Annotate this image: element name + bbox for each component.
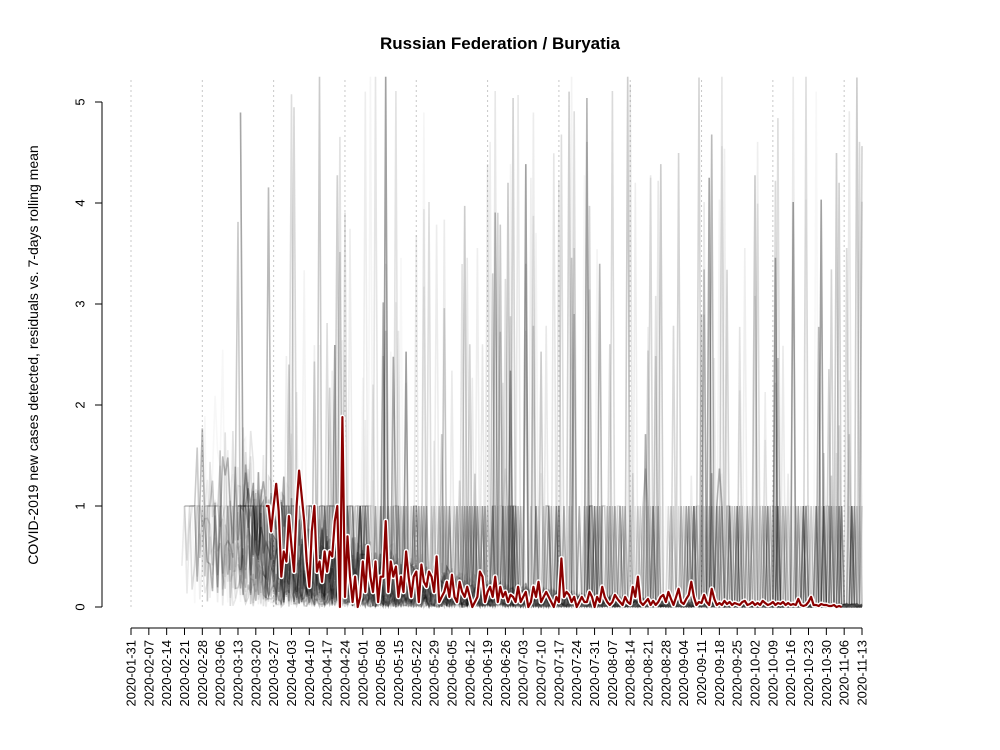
x-tick-label: 2020-11-06 — [837, 640, 852, 706]
x-tick-label: 2020-10-09 — [765, 640, 780, 707]
background-series-line — [272, 90, 863, 609]
x-tick-label: 2020-02-14 — [159, 640, 174, 707]
x-tick-label: 2020-10-23 — [801, 640, 816, 707]
x-tick-label: 2020-07-31 — [587, 640, 602, 707]
x-tick-label: 2020-05-22 — [409, 640, 424, 707]
background-series-line — [271, 76, 862, 610]
y-tick-label: 4 — [73, 199, 88, 206]
x-tick-label: 2020-04-17 — [320, 640, 335, 707]
x-tick-label: 2020-03-06 — [213, 640, 228, 707]
x-tick-label: 2020-02-21 — [177, 640, 192, 707]
highlight-series — [266, 414, 843, 610]
x-tick-label: 2020-07-03 — [516, 640, 531, 707]
x-tick-label: 2020-08-07 — [605, 640, 620, 707]
chart-title: Russian Federation / Buryatia — [380, 34, 620, 53]
x-tick-label: 2020-10-02 — [748, 640, 763, 707]
x-tick-label: 2020-05-15 — [391, 640, 406, 707]
x-tick-label: 2020-04-03 — [284, 640, 299, 707]
x-tick-label: 2020-05-08 — [373, 640, 388, 707]
x-tick-label: 2020-02-28 — [195, 640, 210, 707]
background-series-lines — [181, 76, 863, 611]
y-tick-label: 5 — [73, 98, 88, 105]
x-tick-label: 2020-11-13 — [855, 640, 870, 706]
x-tick-label: 2020-05-01 — [355, 640, 370, 707]
y-tick-label: 0 — [73, 603, 88, 610]
background-series-line — [271, 76, 862, 610]
x-tick-label: 2020-03-13 — [230, 640, 245, 707]
x-tick-label: 2020-06-05 — [444, 640, 459, 707]
x-tick-label: 2020-07-10 — [534, 640, 549, 707]
x-tick-label: 2020-04-24 — [337, 640, 352, 707]
x-tick-label: 2020-03-20 — [248, 640, 263, 707]
x-tick-label: 2020-09-18 — [712, 640, 727, 707]
background-series-line — [272, 76, 863, 609]
x-tick-label: 2020-08-21 — [641, 640, 656, 707]
y-tick-label: 3 — [73, 300, 88, 307]
x-tick-label: 2020-02-07 — [141, 640, 156, 707]
x-tick-label: 2020-01-31 — [124, 640, 139, 707]
y-tick-label: 2 — [73, 401, 88, 408]
x-tick-label: 2020-07-17 — [551, 640, 566, 707]
x-tick-label: 2020-06-12 — [462, 640, 477, 707]
x-tick-label: 2020-10-30 — [819, 640, 834, 707]
x-tick-label: 2020-06-26 — [498, 640, 513, 707]
x-tick-label: 2020-10-16 — [783, 640, 798, 707]
background-series-line — [204, 76, 863, 610]
background-series-line — [272, 90, 863, 609]
y-axis-title: COVID-2019 new cases detected, residuals… — [25, 145, 41, 564]
highlight-series-line — [266, 416, 843, 609]
x-tick-label: 2020-03-27 — [266, 640, 281, 707]
x-tick-label: 2020-04-10 — [302, 640, 317, 707]
x-tick-label: 2020-06-19 — [480, 640, 495, 707]
y-tick-label: 1 — [73, 502, 88, 509]
x-tick-label: 2020-09-25 — [730, 640, 745, 707]
x-tick-label: 2020-07-24 — [569, 640, 584, 707]
x-tick-label: 2020-05-29 — [427, 640, 442, 707]
x-tick-label: 2020-09-04 — [676, 640, 691, 707]
x-tick-label: 2020-08-28 — [658, 640, 673, 707]
x-tick-label: 2020-08-14 — [623, 640, 638, 707]
x-tick-label: 2020-09-11 — [694, 640, 709, 706]
